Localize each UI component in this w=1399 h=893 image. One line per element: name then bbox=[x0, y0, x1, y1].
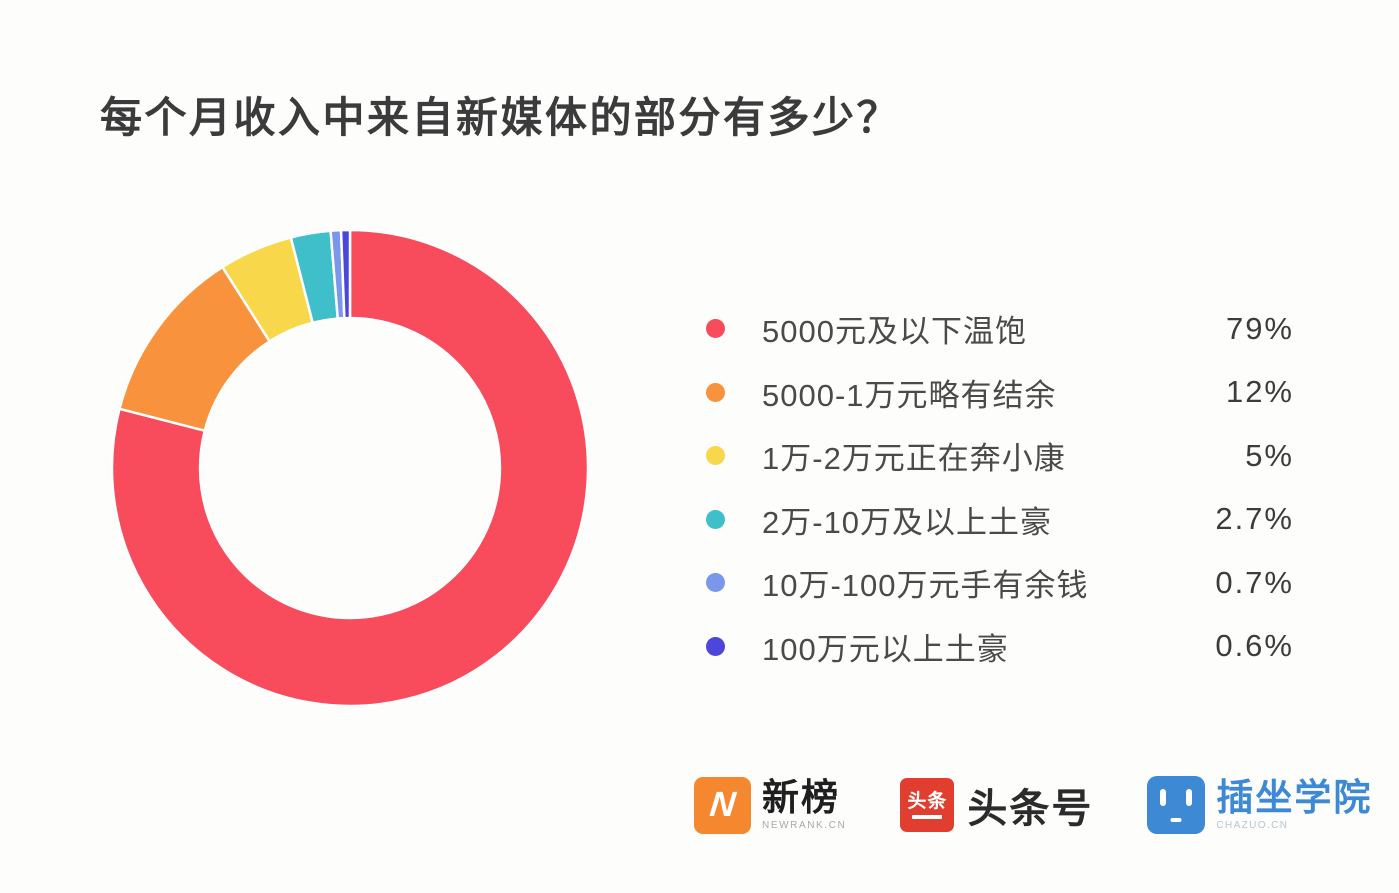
robot-mouth bbox=[1170, 818, 1182, 822]
legend-value: 79% bbox=[1225, 310, 1294, 346]
legend-value: 12% bbox=[1225, 374, 1294, 410]
donut-chart bbox=[110, 228, 590, 708]
legend-item: 1万-2万元正在奔小康 5% bbox=[706, 424, 1294, 488]
legend-item: 2万-10万及以上土豪 2.7% bbox=[706, 488, 1294, 552]
chazuo-logo: 插坐学院 CHAZUO.CN bbox=[1147, 776, 1372, 834]
legend-dot bbox=[706, 509, 725, 529]
legend-value: 2.7% bbox=[1215, 501, 1294, 537]
newrank-name: 新榜 bbox=[762, 776, 840, 818]
legend-dot bbox=[706, 382, 725, 402]
newrank-n-glyph: N bbox=[707, 785, 738, 824]
newrank-caption: NEWRANK.CN bbox=[762, 820, 847, 832]
toutiao-name: 头条号 bbox=[967, 787, 1094, 831]
legend-label: 100万元以上土豪 bbox=[762, 631, 1009, 667]
legend-value: 0.6% bbox=[1215, 628, 1294, 664]
legend-label: 10万-100万元手有余钱 bbox=[762, 568, 1089, 604]
chazuo-caption: CHAZUO.CN bbox=[1216, 820, 1289, 832]
toutiao-badge-bar bbox=[912, 814, 943, 819]
legend-dot bbox=[706, 446, 725, 466]
legend-dot bbox=[706, 573, 725, 593]
legend-value: 0.7% bbox=[1215, 564, 1294, 600]
legend-item: 100万元以上土豪 0.6% bbox=[706, 615, 1294, 679]
toutiao-badge-text: 头条 bbox=[907, 790, 948, 812]
chazuo-robot-icon bbox=[1147, 776, 1206, 834]
toutiao-logo: 头条 头条号 bbox=[900, 776, 1093, 834]
legend-item: 10万-100万元手有余钱 0.7% bbox=[706, 551, 1294, 615]
chazuo-name: 插坐学院 bbox=[1216, 776, 1373, 818]
legend-label: 1万-2万元正在奔小康 bbox=[762, 441, 1066, 477]
donut-slice bbox=[339, 228, 352, 320]
legend-item: 5000元及以下温饱 79% bbox=[706, 297, 1294, 361]
newrank-logo: N 新榜 NEWRANK.CN bbox=[694, 776, 847, 834]
legend-label: 5000元及以下温饱 bbox=[762, 314, 1027, 350]
robot-eye-right bbox=[1186, 789, 1193, 806]
legend-dot bbox=[706, 636, 725, 656]
chart-legend: 5000元及以下温饱 79% 5000-1万元略有结余 12% 1万-2万元正在… bbox=[706, 297, 1294, 678]
donut-chart-svg bbox=[110, 228, 590, 708]
page-title: 每个月收入中来自新媒体的部分有多少？ bbox=[100, 94, 902, 141]
newrank-n-icon: N bbox=[694, 776, 751, 834]
donut-slice bbox=[110, 228, 590, 708]
robot-eye-left bbox=[1160, 789, 1167, 806]
legend-dot bbox=[706, 319, 725, 339]
footer-logos: N 新榜 NEWRANK.CN 头条 头条号 插坐学院 CHAZUO.CN bbox=[694, 776, 1372, 834]
legend-label: 2万-10万及以上土豪 bbox=[762, 504, 1053, 540]
legend-value: 5% bbox=[1245, 437, 1294, 473]
toutiao-icon: 头条 bbox=[900, 778, 955, 832]
legend-item: 5000-1万元略有结余 12% bbox=[706, 361, 1294, 425]
legend-label: 5000-1万元略有结余 bbox=[762, 377, 1057, 413]
